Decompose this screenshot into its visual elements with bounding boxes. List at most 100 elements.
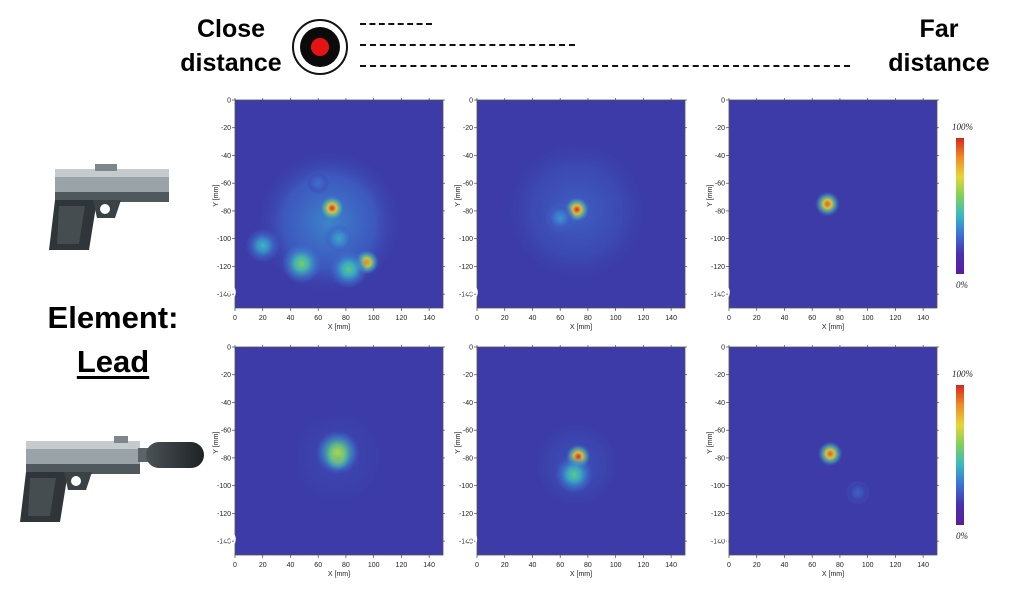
y-tick-label: -120 <box>711 511 725 518</box>
x-tick-label: 80 <box>342 562 350 569</box>
x-tick-label: 0 <box>475 562 479 569</box>
x-tick-label: 80 <box>836 315 844 322</box>
y-axis-label: Y [mm] <box>707 185 714 207</box>
y-tick-label: -120 <box>217 264 231 271</box>
hotspot <box>545 202 576 233</box>
y-tick-label: -80 <box>715 208 725 215</box>
y-tick-label: -100 <box>217 483 231 490</box>
x-tick-label: 0 <box>233 562 237 569</box>
close-label-line1: Close <box>196 15 266 43</box>
x-tick-label: 40 <box>781 315 789 322</box>
heatmap-plot-e: 0 20 40 60 80 100 120 140 0 -20 -40 -60 -80 -100 -120 -… <box>455 345 687 578</box>
x-tick-label: 40 <box>529 562 537 569</box>
x-axis-label: X [mm] <box>570 324 592 331</box>
x-tick-label: 60 <box>314 315 322 322</box>
plot-frame <box>728 99 938 309</box>
y-tick-label: -140 <box>217 539 231 546</box>
x-tick-label: 140 <box>917 562 929 569</box>
y-axis-label: Y [mm] <box>213 185 220 207</box>
x-tick-label: 20 <box>259 562 267 569</box>
y-tick-label: -20 <box>463 372 473 379</box>
x-tick-label: 100 <box>368 562 380 569</box>
x-tick-label: 0 <box>727 315 731 322</box>
colorbar-top: 100% 0% <box>950 122 990 292</box>
diffuse-region <box>253 145 406 299</box>
colorbar-top-gradient <box>956 138 964 274</box>
y-tick-label: -80 <box>221 455 231 462</box>
y-axis-label: Y [mm] <box>455 432 462 454</box>
x-tick-label: 100 <box>610 562 622 569</box>
x-tick-label: 140 <box>665 562 677 569</box>
y-tick-label: -120 <box>459 511 473 518</box>
x-tick-label: 0 <box>233 315 237 322</box>
y-tick-label: -60 <box>221 428 231 435</box>
x-tick-label: 80 <box>584 562 592 569</box>
x-tick-label: 40 <box>529 315 537 322</box>
y-axis-label: Y [mm] <box>707 432 714 454</box>
heatmap-plot-a: 0 20 40 60 80 100 120 140 0 -20 -40 -60 -80 -100 -120 -… <box>213 98 445 331</box>
colorbar-top-min: 0% <box>956 280 968 290</box>
colorbar-bottom-min: 0% <box>956 531 968 541</box>
heatmap-panel-e: 0 20 40 60 80 100 120 140 0 -20 -40 -60 -80 -100 -120 -… <box>454 339 689 587</box>
x-tick-label: 140 <box>423 562 435 569</box>
x-axis-label: X [mm] <box>822 324 844 331</box>
y-tick-label: -40 <box>715 153 725 160</box>
panel-label-b: (B) <box>463 286 479 298</box>
element-name: Lead <box>76 344 150 379</box>
panel-label-e: (E) <box>463 533 478 545</box>
x-tick-label: 0 <box>727 562 731 569</box>
y-tick-label: -80 <box>463 208 473 215</box>
colorbar-bottom: 100% 0% <box>950 369 990 543</box>
x-tick-label: 80 <box>584 315 592 322</box>
long-distance-line <box>360 65 850 67</box>
medium-distance-line <box>360 44 575 46</box>
panel-label-f: (F) <box>715 533 730 545</box>
y-tick-label: 0 <box>721 345 725 352</box>
x-tick-label: 100 <box>862 562 874 569</box>
x-tick-label: 60 <box>556 315 564 322</box>
y-tick-label: 0 <box>469 98 473 105</box>
y-tick-label: -100 <box>217 236 231 243</box>
x-tick-label: 0 <box>475 315 479 322</box>
x-tick-label: 40 <box>287 315 295 322</box>
x-tick-label: 120 <box>396 562 408 569</box>
y-tick-label: -60 <box>715 428 725 435</box>
x-tick-label: 140 <box>423 315 435 322</box>
hotspot <box>305 170 332 197</box>
x-tick-label: 100 <box>862 315 874 322</box>
x-tick-label: 20 <box>753 315 761 322</box>
short-distance-line <box>360 23 432 25</box>
y-tick-label: -120 <box>459 264 473 271</box>
colorbar-bottom-max: 100% <box>952 369 973 379</box>
y-tick-label: -20 <box>221 372 231 379</box>
x-tick-label: 120 <box>890 562 902 569</box>
hotspot <box>329 250 368 289</box>
y-axis-label: Y [mm] <box>455 185 462 207</box>
plot-frame <box>234 99 444 309</box>
heatmap-panel-f: 0 20 40 60 80 100 120 140 0 -20 -40 -60 -80 -100 -120 -… <box>706 339 941 587</box>
y-tick-label: -20 <box>221 125 231 132</box>
y-tick-label: -140 <box>711 292 725 299</box>
y-tick-label: -60 <box>463 428 473 435</box>
y-tick-label: -80 <box>463 455 473 462</box>
x-tick-label: 60 <box>556 562 564 569</box>
hotspot <box>814 191 840 217</box>
panel-label-c: (C) <box>715 286 731 298</box>
x-tick-label: 20 <box>259 315 267 322</box>
heatmap-panel-a: 0 20 40 60 80 100 120 140 0 -20 -40 -60 -80 -100 -120 -… <box>212 92 447 340</box>
heatmap-panel-b: 0 20 40 60 80 100 120 140 0 -20 -40 -60 -80 -100 -120 -… <box>454 92 689 340</box>
x-tick-label: 140 <box>917 315 929 322</box>
x-tick-label: 120 <box>890 315 902 322</box>
panel-label-d: (D) <box>221 533 237 545</box>
x-tick-label: 40 <box>781 562 789 569</box>
y-tick-label: -140 <box>711 539 725 546</box>
heatmap-plot-f: 0 20 40 60 80 100 120 140 0 -20 -40 -60 -80 -100 -120 -… <box>707 345 939 578</box>
hotspot <box>845 480 871 505</box>
heatmap-panel-c: 0 20 40 60 80 100 120 140 0 -20 -40 -60 -80 -100 -120 -… <box>706 92 941 340</box>
element-label: Element: Lead <box>18 296 208 384</box>
hotspot <box>315 430 360 475</box>
y-tick-label: -60 <box>221 181 231 188</box>
y-tick-label: -100 <box>459 236 473 243</box>
heatmap-plot-d: 0 20 40 60 80 100 120 140 0 -20 -40 -60 -80 -100 -120 -… <box>213 345 445 578</box>
close-label-line2: distance <box>180 49 282 77</box>
